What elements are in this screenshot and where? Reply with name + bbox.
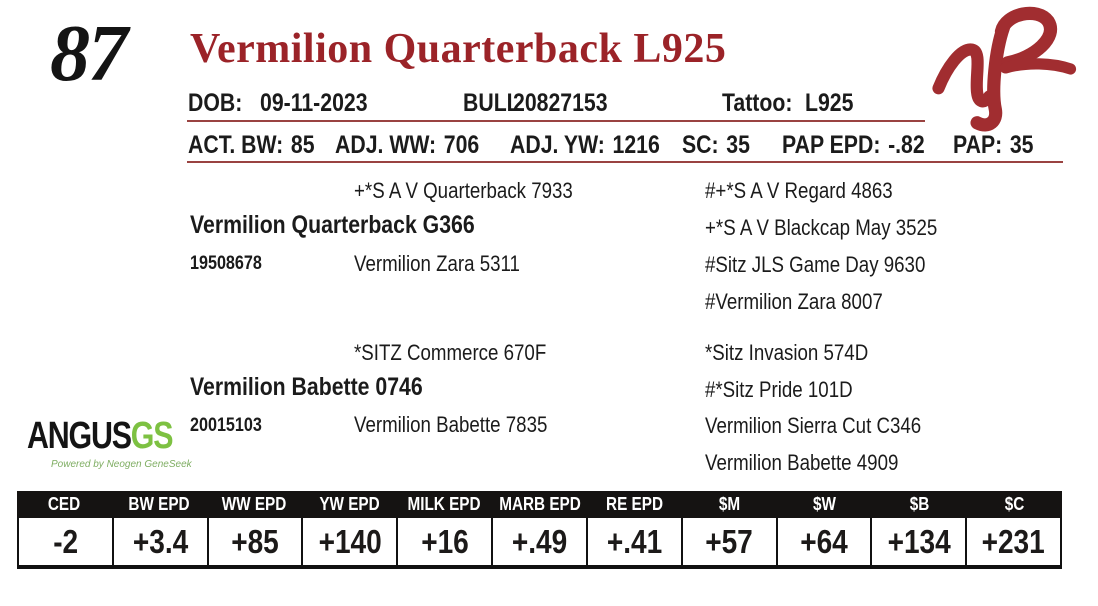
epd-value-cell: +140 [303,518,399,565]
epd-col-header: YW EPD [318,494,380,514]
pedigree-sire-ancestor-3: #Sitz JLS Game Day 9630 [705,252,926,277]
stat-label: SC: [682,131,719,159]
epd-col-header: $B [909,494,930,514]
stat-sc: SC: 35 [682,131,750,160]
pedigree-dam-sire: *SITZ Commerce 670F [354,340,547,365]
stat-label: PAP: [953,131,1003,159]
stat-act-bw: ACT. BW: 85 [188,131,315,160]
epd-value-cell: +134 [872,518,968,565]
epd-col-header: $M [719,494,741,514]
stat-pap-epd: PAP EPD: -.82 [782,131,925,160]
epd-value-cell: +57 [683,518,778,565]
stat-value: -.82 [888,131,925,159]
stat-label: ADJ. YW: [510,131,605,159]
angus-gs-logo: ANGUSGS Powered by Neogen GeneSeek [27,415,209,470]
pedigree-dam-ancestor-2: #*Sitz Pride 101D [705,377,853,402]
epd-value-cell: +.41 [588,518,683,565]
angus-gs-tagline: Powered by Neogen GeneSeek [51,459,192,470]
epd-col-header: MARB EPD [498,494,581,514]
registration-number: 20827153 [513,89,608,117]
pedigree-sire-name: Vermilion Quarterback G366 [190,211,475,239]
tattoo-value: L925 [805,89,854,117]
epd-col-header: WW EPD [221,494,287,514]
pedigree-sire-ancestor-4: #Vermilion Zara 8007 [705,289,883,314]
stat-value: 35 [1009,131,1034,159]
tattoo-label: Tattoo: [722,89,793,117]
epd-value-cell: +231 [981,522,1046,560]
pedigree-dam-name: Vermilion Babette 0746 [190,373,423,401]
red-rule-bottom [187,161,1063,163]
pedigree-sire-ancestor-2: +*S A V Blackcap May 3525 [705,215,938,240]
pedigree-dam-ancestor-1: *Sitz Invasion 574D [705,340,869,365]
red-rule-top [187,120,925,122]
sex-label: BULL [463,89,520,117]
pedigree-sire-reg: 19508678 [190,253,262,274]
epd-col-header: $C [1004,494,1025,514]
dob-label: DOB: [188,89,243,117]
stat-value: 1216 [612,131,660,159]
pedigree-sire-dam: Vermilion Zara 5311 [354,251,520,276]
epd-value-cell: +85 [209,518,304,565]
dob-value: 09-11-2023 [260,89,368,117]
epd-col-header: $W [813,494,837,514]
animal-title: Vermilion Quarterback L925 [190,26,727,72]
stat-label: PAP EPD: [782,131,881,159]
epd-col-header: MILK EPD [407,494,481,514]
epd-table-header-row: CED BW EPD WW EPD YW EPD MILK EPD MARB E… [17,491,1062,518]
lot-number: 87 [50,10,128,98]
epd-col-header: BW EPD [128,494,190,514]
stat-adj-yw: ADJ. YW: 1216 [510,131,660,160]
vermilion-ranch-brand-icon [930,5,1078,142]
epd-table: CED BW EPD WW EPD YW EPD MILK EPD MARB E… [17,491,1062,569]
stat-value: 85 [290,131,315,159]
stat-value: 706 [443,131,480,159]
stat-pap: PAP: 35 [953,131,1034,160]
stat-adj-ww: ADJ. WW: 706 [335,131,480,160]
pedigree-dam-ancestor-4: Vermilion Babette 4909 [705,450,899,475]
epd-value-cell: -2 [19,518,114,565]
stat-value: 35 [726,131,750,159]
epd-col-header: RE EPD [606,494,664,514]
stat-label: ACT. BW: [188,131,284,159]
epd-col-header: CED [48,494,81,514]
epd-table-value-row: -2 +3.4 +85 +140 +16 +.49 +.41 +57 +64 +… [17,518,1062,565]
pedigree-dam-ancestor-3: Vermilion Sierra Cut C346 [705,413,922,438]
epd-value-cell: +16 [398,518,494,565]
epd-value-cell: +64 [778,518,873,565]
epd-value-cell: +.49 [493,518,588,565]
epd-value-cell: +3.4 [114,518,209,565]
pedigree-dam-reg: 20015103 [190,415,262,436]
pedigree-dam-dam: Vermilion Babette 7835 [354,412,548,437]
angus-wordmark-text: ANGUS [27,415,132,457]
angus-gs-wordmark: ANGUSGS [27,415,174,457]
pedigree-sire-sire: +*S A V Quarterback 7933 [354,178,573,203]
gs-wordmark-text: GS [130,415,174,457]
pedigree-sire-ancestor-1: #+*S A V Regard 4863 [705,178,893,203]
stat-label: ADJ. WW: [335,131,437,159]
